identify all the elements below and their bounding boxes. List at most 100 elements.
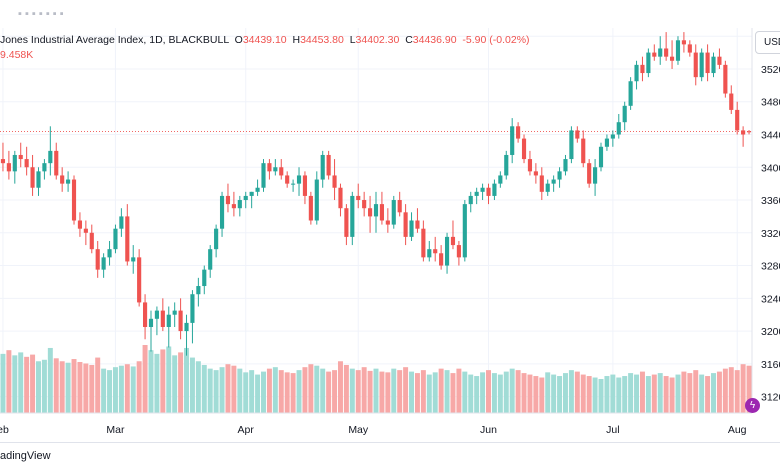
volume-bar: [705, 376, 711, 413]
candle-body: [0, 159, 6, 164]
volume-bar: [201, 364, 207, 413]
candle-body: [279, 167, 284, 176]
high-label: H: [292, 34, 301, 46]
volume-legend: 9.458K: [0, 49, 34, 61]
volume-bar: [361, 367, 367, 413]
volume-bar: [189, 357, 195, 413]
volume-bar: [557, 376, 563, 413]
candle-body: [125, 216, 130, 262]
x-tick-label: Apr: [238, 424, 255, 436]
volume-bar: [586, 376, 592, 413]
volume-bar: [722, 368, 728, 413]
candle-body: [285, 175, 290, 184]
volume-bar: [231, 365, 237, 413]
volume-bar: [107, 370, 113, 413]
volume-bar: [711, 373, 716, 413]
candle-body: [30, 167, 35, 188]
candle-body: [462, 204, 467, 258]
volume-bar: [634, 374, 640, 413]
candle-body: [628, 81, 633, 106]
volume-bar: [734, 370, 740, 413]
volume-bar: [379, 371, 385, 413]
candle-body: [669, 56, 675, 61]
candle-body: [225, 195, 231, 205]
volume-bar: [225, 364, 231, 413]
y-tick-label: 32800: [761, 261, 780, 273]
lightning-icon[interactable]: ϟ: [745, 398, 760, 413]
volume-bar: [47, 347, 53, 413]
volume-bar: [314, 365, 320, 413]
volume-bar: [136, 361, 142, 413]
candle-body: [492, 183, 497, 196]
volume-bar: [213, 370, 219, 413]
volume-bar: [166, 346, 172, 413]
candle-body: [208, 249, 213, 270]
candle-body: [243, 195, 248, 201]
candle-body: [196, 286, 201, 295]
volume-bar: [468, 374, 474, 413]
footer-bar: adingView: [0, 442, 780, 471]
top-toolbar-strip: ▪ ▪ ▪ ▪ ▪ ▪ ▪: [0, 0, 780, 27]
candle-body: [741, 130, 746, 135]
candle-body: [54, 150, 59, 176]
candle-body: [89, 232, 94, 250]
volume-bar: [148, 350, 154, 413]
volume-bar: [101, 368, 107, 413]
volume-bar: [284, 372, 290, 413]
open-value: 34439.10: [242, 34, 287, 46]
candle-body: [717, 56, 722, 65]
candle-body: [658, 48, 663, 57]
candle-body: [308, 195, 313, 221]
high-value: 34453.80: [300, 34, 344, 46]
candle-body: [456, 245, 461, 258]
candle-body: [439, 253, 444, 266]
candle-body: [66, 179, 71, 184]
volume-bar: [486, 370, 491, 413]
volume-bar: [450, 373, 456, 413]
candle-body: [373, 204, 379, 217]
candle-body: [190, 294, 195, 323]
candle-body: [172, 310, 177, 315]
volume-bar: [355, 370, 361, 413]
candle-body: [302, 175, 308, 196]
volume-bar: [385, 372, 391, 413]
volume-bar: [272, 367, 278, 413]
volume-bar: [497, 374, 503, 413]
x-tick-label: Jul: [606, 424, 619, 436]
volume-bar: [503, 371, 509, 413]
candle-body: [12, 154, 17, 172]
x-tick-label: Jun: [480, 424, 497, 436]
volume-bar: [545, 372, 551, 413]
volume-bar: [308, 364, 314, 413]
volume-bar: [59, 361, 65, 413]
volume-bar: [243, 372, 249, 413]
volume-bar: [83, 363, 89, 413]
candle-body: [326, 154, 331, 176]
volume-bar: [71, 359, 77, 413]
candlestick-chart[interactable]: 3560035200348003440034000336003320032800…: [0, 0, 780, 442]
volume-bar: [195, 361, 201, 413]
candle-body: [214, 228, 219, 250]
volume-bar: [645, 376, 651, 413]
candle-body: [184, 322, 189, 332]
volume-bar: [675, 374, 681, 413]
candle-body: [356, 195, 361, 201]
volume-bar: [112, 367, 118, 413]
candle-body: [634, 64, 639, 82]
candle-body: [569, 130, 574, 160]
currency-selector[interactable]: USD: [755, 31, 780, 54]
volume-bar: [118, 365, 124, 413]
candle-body: [581, 138, 586, 164]
y-tick-label: 32400: [761, 293, 780, 305]
volume-bar: [657, 373, 663, 413]
y-tick-label: 33600: [761, 195, 780, 207]
x-tick-label: eb: [0, 424, 9, 436]
volume-bar: [249, 370, 255, 413]
x-tick-label: Aug: [728, 424, 747, 436]
candle-body: [421, 228, 426, 258]
volume-bar: [207, 368, 213, 413]
volume-bar: [533, 376, 539, 413]
candle-body: [320, 154, 325, 180]
candle-body: [24, 159, 29, 168]
candle-body: [664, 48, 669, 57]
